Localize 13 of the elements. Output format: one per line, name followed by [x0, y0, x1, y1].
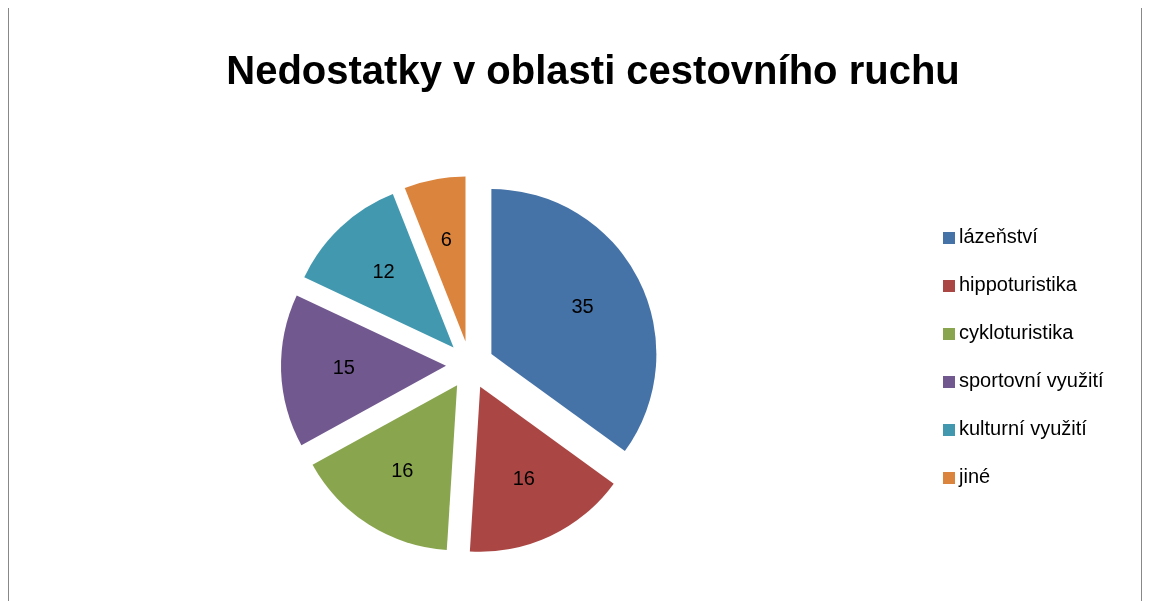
- legend-label: jiné: [958, 465, 991, 488]
- data-label: 15: [332, 356, 355, 379]
- legend-label: lázeňství: [959, 225, 1039, 248]
- data-label: 16: [391, 458, 414, 481]
- legend-label: hippoturistika: [959, 273, 1078, 296]
- chart-title: Nedostatky v oblasti cestovního ruchu: [226, 47, 960, 92]
- legend-label: sportovní využití: [959, 369, 1104, 392]
- data-label: 6: [440, 228, 452, 251]
- legend-label: cykloturistika: [959, 321, 1075, 344]
- data-label: 12: [372, 260, 395, 283]
- legend-label: kulturní využití: [959, 417, 1088, 440]
- data-label: 16: [512, 466, 535, 489]
- data-label: 35: [571, 294, 594, 317]
